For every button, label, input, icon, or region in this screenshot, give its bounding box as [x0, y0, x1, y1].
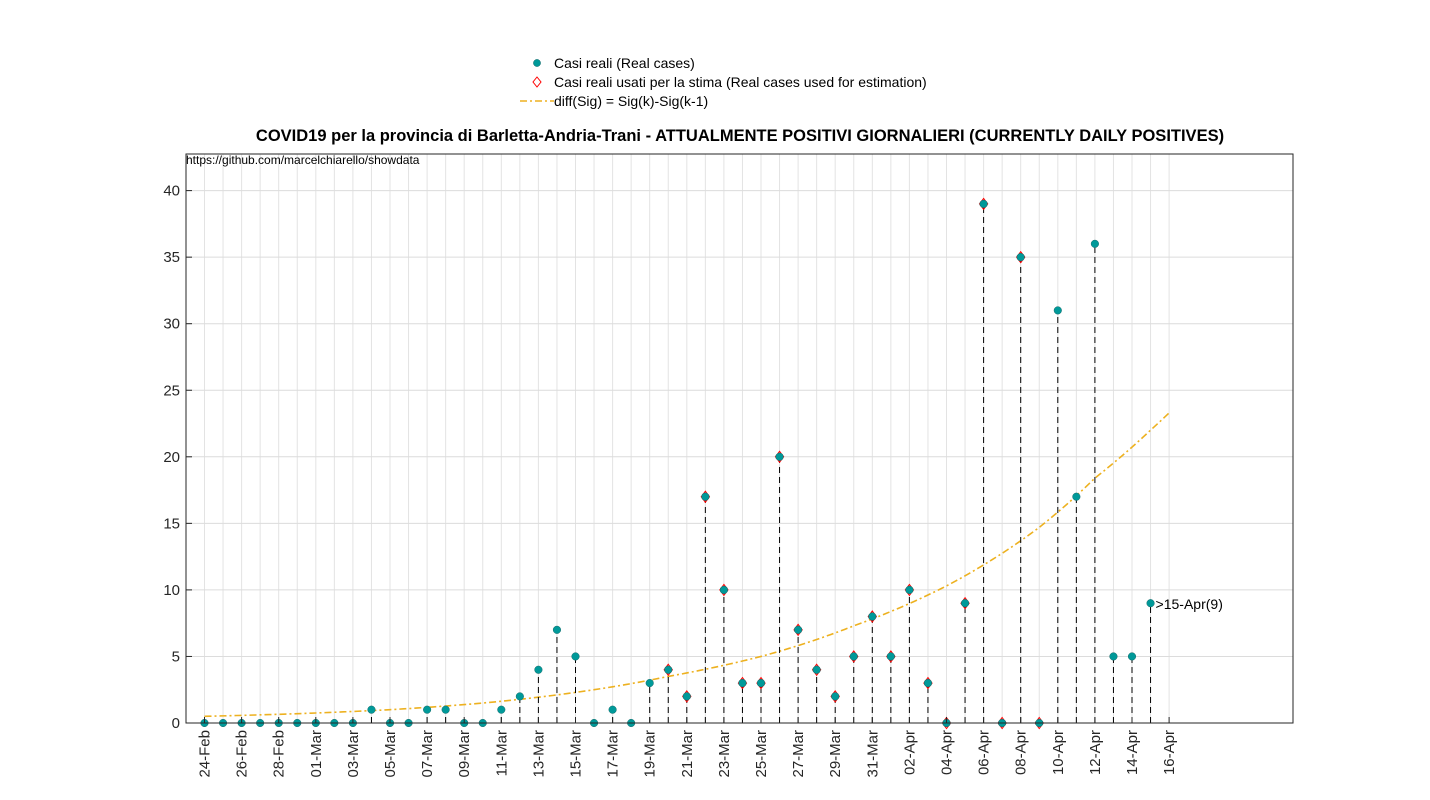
- stem-lines-layer: [370, 203, 1152, 723]
- plot-frame: [185, 153, 1294, 724]
- legend-diamond-icon: [532, 76, 542, 88]
- x-tick-label: 08-Apr: [1013, 730, 1030, 775]
- real-case-point: [367, 705, 376, 714]
- real-case-point: [868, 612, 877, 621]
- x-tick-label: 07-Mar: [419, 730, 436, 778]
- x-tick-label: 23-Mar: [716, 730, 733, 778]
- real-case-point: [423, 705, 432, 714]
- x-tick-label: 01-Mar: [308, 730, 325, 778]
- legend: Casi reali (Real cases) Casi reali usati …: [520, 55, 927, 109]
- y-tick-label: 10: [163, 582, 180, 599]
- chart-title: COVID19 per la provincia di Barletta-And…: [256, 127, 1224, 145]
- y-tick-label: 30: [163, 316, 180, 333]
- x-tick-label: 28-Feb: [271, 730, 288, 778]
- real-case-point: [775, 452, 784, 461]
- annotations-layer: >15-Apr(9): [1156, 596, 1223, 612]
- x-tick-label: 31-Mar: [864, 730, 881, 778]
- x-tick-label: 04-Apr: [939, 730, 956, 775]
- real-case-point: [812, 665, 821, 674]
- legend-label: diff(Sig) = Sig(k)-Sig(k-1): [554, 93, 708, 109]
- real-case-point: [441, 705, 450, 714]
- x-tick-label: 17-Mar: [605, 730, 622, 778]
- real-case-point: [1109, 652, 1118, 661]
- y-tick-label: 25: [163, 382, 180, 399]
- real-case-point: [515, 692, 524, 701]
- real-case-point: [1053, 306, 1062, 315]
- y-tick-label: 0: [172, 715, 180, 732]
- markers-layer: [200, 197, 1155, 730]
- real-case-point: [794, 625, 803, 634]
- source-note: https://github.com/marcelchiarello/showd…: [186, 153, 420, 167]
- x-tick-label: 21-Mar: [679, 730, 696, 778]
- x-tick-label: 24-Feb: [197, 730, 214, 778]
- x-tick-label: 12-Apr: [1087, 730, 1104, 775]
- real-case-point: [961, 599, 970, 608]
- x-tick-label: 10-Apr: [1050, 730, 1067, 775]
- x-tick-label: 25-Mar: [753, 730, 770, 778]
- y-tick-label: 15: [163, 515, 180, 532]
- annotation-label: >15-Apr(9): [1156, 596, 1223, 612]
- x-tick-label: 26-Feb: [234, 730, 251, 778]
- real-case-point: [1072, 492, 1081, 501]
- fit-curve-layer: [204, 412, 1170, 718]
- real-case-point: [719, 585, 728, 594]
- y-tick-label: 35: [163, 249, 180, 266]
- real-case-point: [979, 199, 988, 208]
- x-tick-label: 13-Mar: [530, 730, 547, 778]
- real-case-point: [682, 692, 691, 701]
- chart-grid: [186, 154, 1293, 724]
- x-tick-label: 16-Apr: [1161, 730, 1178, 775]
- real-case-point: [849, 652, 858, 661]
- legend-dot-icon: [533, 59, 541, 67]
- real-case-point: [905, 585, 914, 594]
- real-case-point: [534, 665, 543, 674]
- real-case-point: [1127, 652, 1137, 661]
- y-axis-ticks: 0 5 10 15 20 25 30 35 40: [163, 183, 192, 732]
- x-tick-label: 02-Apr: [901, 730, 918, 775]
- x-tick-label: 29-Mar: [827, 730, 844, 778]
- real-case-point: [552, 625, 562, 634]
- x-axis-ticks: 24-Feb 26-Feb 28-Feb 01-Mar 03-Mar 05-Mar 07-M…: [197, 717, 1178, 778]
- real-case-point: [664, 665, 673, 674]
- real-case-point: [923, 679, 933, 688]
- y-tick-label: 20: [163, 449, 180, 466]
- real-case-point: [608, 705, 617, 714]
- real-case-point: [886, 652, 895, 661]
- real-case-point: [1090, 239, 1099, 248]
- x-tick-label: 15-Mar: [568, 730, 585, 778]
- real-case-point: [756, 679, 766, 688]
- y-tick-label: 40: [163, 183, 180, 200]
- x-tick-label: 06-Apr: [976, 730, 993, 775]
- y-tick-label: 5: [172, 648, 180, 665]
- real-case-point: [571, 652, 580, 661]
- real-case-point: [1146, 599, 1155, 608]
- real-case-point: [1016, 253, 1025, 262]
- x-tick-label: 27-Mar: [790, 730, 807, 778]
- real-case-point: [831, 692, 840, 701]
- real-case-point: [701, 492, 710, 501]
- x-tick-label: 19-Mar: [642, 730, 659, 778]
- x-tick-label: 11-Mar: [493, 730, 510, 776]
- x-tick-label: 14-Apr: [1124, 730, 1141, 775]
- x-tick-label: 05-Mar: [382, 730, 399, 778]
- legend-label: Casi reali usati per la stima (Real case…: [554, 74, 927, 90]
- real-case-point: [738, 679, 747, 688]
- legend-label: Casi reali (Real cases): [554, 55, 695, 71]
- x-tick-label: 03-Mar: [345, 730, 362, 778]
- real-case-point: [645, 679, 654, 688]
- x-tick-label: 09-Mar: [456, 730, 473, 778]
- fit-curve-line: [204, 412, 1170, 718]
- real-case-point: [497, 705, 506, 714]
